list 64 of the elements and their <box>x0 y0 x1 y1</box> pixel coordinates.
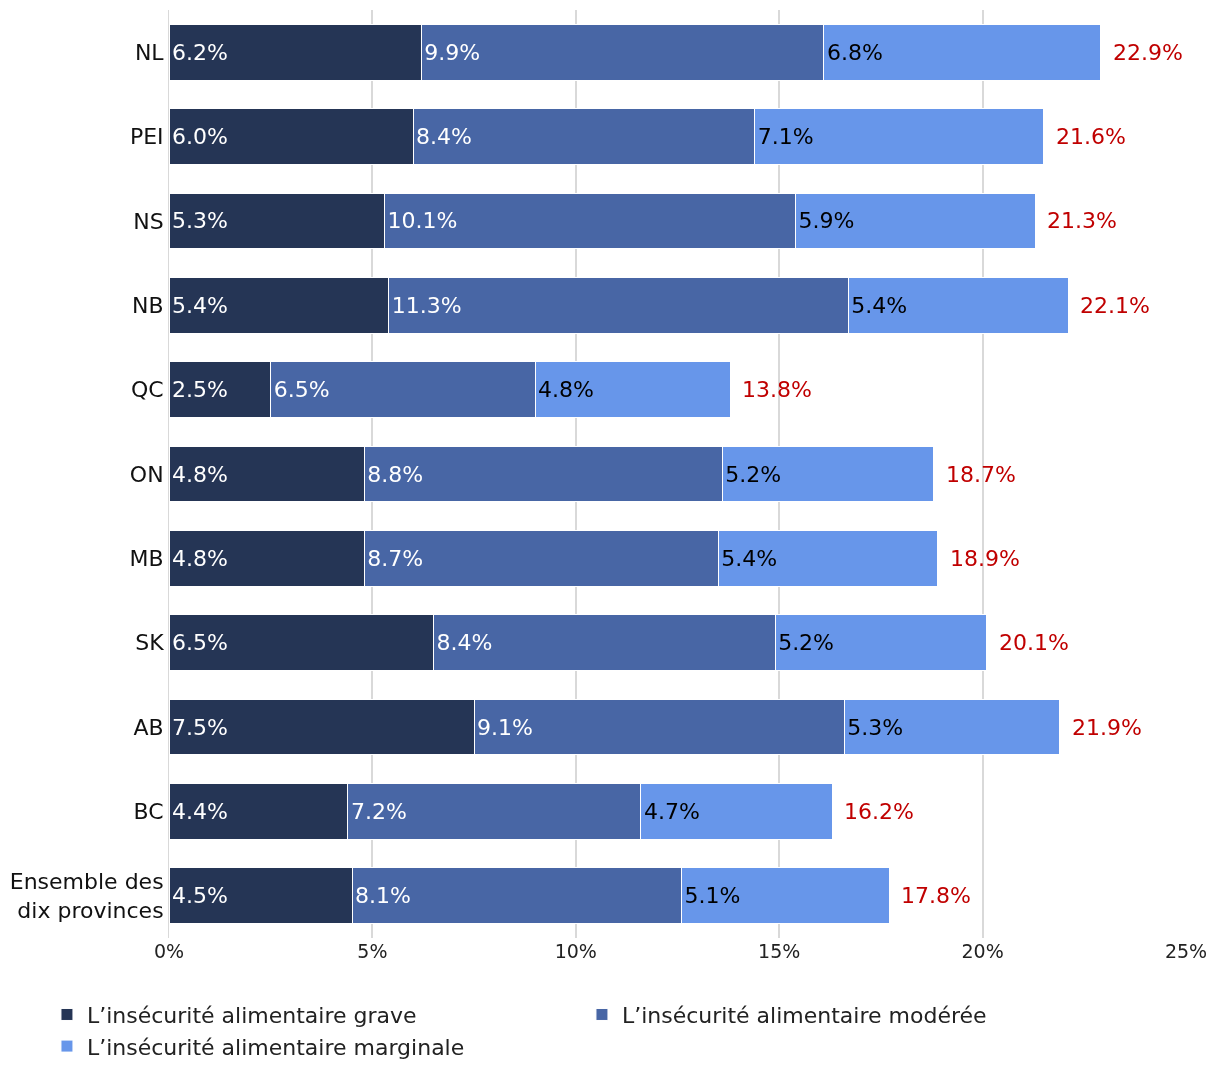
data-label: 5.4% <box>721 545 778 571</box>
y-tick-label: QC <box>130 377 164 403</box>
y-tick-label: NB <box>132 292 164 318</box>
data-label: 6.0% <box>172 124 228 150</box>
data-label: 5.2% <box>725 461 782 487</box>
y-tick-label: AB <box>133 714 164 740</box>
data-label: 5.4% <box>851 292 908 318</box>
data-label: 8.4% <box>436 630 493 656</box>
data-label: 8.4% <box>416 124 472 150</box>
data-label: 2.5% <box>172 377 228 403</box>
total-label: 21.3% <box>1047 208 1117 233</box>
data-label: 4.5% <box>172 883 228 909</box>
total-label: 13.8% <box>742 377 812 402</box>
data-label: 9.9% <box>424 39 481 65</box>
data-label: 7.5% <box>172 714 228 740</box>
data-label: 4.8% <box>172 461 228 487</box>
data-label: 4.8% <box>538 377 595 403</box>
data-label: 7.2% <box>350 798 407 824</box>
data-label: 4.8% <box>172 545 228 571</box>
data-label: 8.8% <box>367 461 424 487</box>
data-label: 4.7% <box>643 798 700 824</box>
total-label: 20.1% <box>999 630 1069 655</box>
data-label: 6.8% <box>826 39 883 65</box>
data-label: 6.2% <box>172 39 228 65</box>
y-tick-label: MB <box>129 546 164 572</box>
data-label: 5.3% <box>847 714 904 740</box>
total-label: 22.1% <box>1080 293 1150 318</box>
x-tick-label: 25% <box>1164 940 1208 962</box>
x-tick-label: 0% <box>153 940 185 962</box>
y-tick-label: Ensemble des dix provinces <box>9 869 164 923</box>
data-label: 6.5% <box>273 377 330 403</box>
x-tick-label: 5% <box>357 940 388 962</box>
total-label: 18.9% <box>950 546 1020 571</box>
data-label: 5.2% <box>778 630 835 656</box>
legend-label: L’insécurité alimentaire marginale <box>86 1034 465 1060</box>
x-tick-label: 15% <box>758 940 801 962</box>
data-label: 7.1% <box>757 124 814 150</box>
y-tick-label: NL <box>134 39 165 65</box>
total-label: 17.8% <box>901 883 971 908</box>
y-tick-label: SK <box>135 630 165 656</box>
data-label: 4.4% <box>172 798 228 824</box>
x-tick-label: 20% <box>961 940 1004 962</box>
y-tick-label: PEI <box>129 124 164 150</box>
data-label: 5.4% <box>172 292 228 318</box>
legend-label: L’insécurité alimentaire modérée <box>621 1003 987 1029</box>
data-label: 6.5% <box>172 630 228 656</box>
total-label: 18.7% <box>946 462 1016 487</box>
total-label: 16.2% <box>844 799 914 824</box>
total-label: 21.9% <box>1072 715 1142 740</box>
y-tick-label: BC <box>133 799 164 825</box>
total-label: 22.9% <box>1113 40 1183 65</box>
x-tick-label: 10% <box>554 940 597 962</box>
data-label: 5.9% <box>798 208 855 234</box>
data-label: 5.3% <box>172 208 228 234</box>
data-label: 8.1% <box>355 883 411 909</box>
y-tick-label: ON <box>129 461 164 487</box>
legend-label: L’insécurité alimentaire grave <box>86 1003 417 1029</box>
data-label: 10.1% <box>387 208 458 234</box>
data-label: 8.7% <box>367 545 424 571</box>
data-label: 9.1% <box>477 714 534 740</box>
data-label: 11.3% <box>391 292 462 318</box>
data-label: 5.1% <box>684 883 741 909</box>
y-tick-label: NS <box>133 208 164 234</box>
total-label: 21.6% <box>1056 124 1126 149</box>
